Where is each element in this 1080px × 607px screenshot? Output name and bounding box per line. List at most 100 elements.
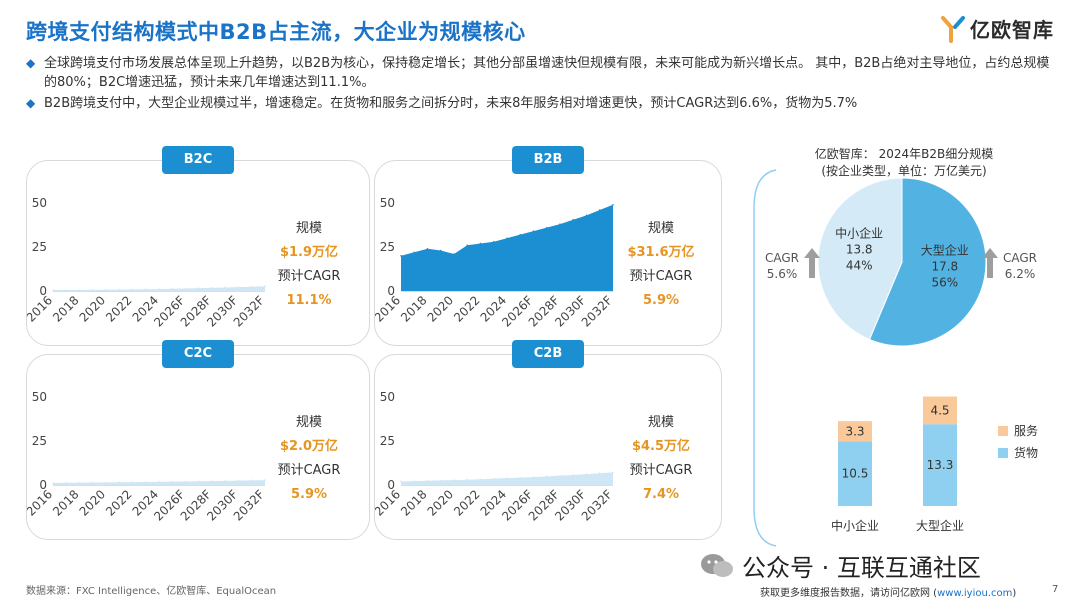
bar-value-label: 4.5 (930, 403, 949, 417)
data-point (184, 287, 187, 290)
c2c-area-chart: 02550201620182020202220242026F2028F2030F… (27, 390, 267, 524)
pie-subtitle-line: (按企业类型，单位：万亿美元) (821, 164, 987, 178)
more-reports-note: 获取更多维度报告数据，请访问亿欧网 (www.iyiou.com) (760, 584, 1016, 599)
x-tick-label: 2018 (398, 293, 429, 324)
bar-category-label: 大型企业 (916, 518, 964, 533)
data-point (211, 480, 213, 482)
y-tick-label: 25 (32, 240, 47, 254)
data-point (453, 479, 455, 481)
pie-slice-label: 13.8 (846, 242, 873, 256)
chart-metrics: 规模 $2.0万亿 预计CAGR 5.9% (249, 411, 369, 507)
x-tick-label: 2022 (103, 487, 134, 518)
legend-item: 服务 (998, 420, 1038, 442)
data-point (78, 481, 81, 484)
data-point (453, 253, 455, 255)
data-point (144, 288, 147, 291)
website-link[interactable]: www.iyiou.com (937, 588, 1013, 599)
pie-slice (817, 177, 903, 341)
up-arrow-icon (804, 248, 820, 278)
x-tick-label: 2018 (50, 293, 81, 324)
scale-label: 规模 (295, 415, 322, 430)
bar-segment (838, 441, 872, 506)
cagr-value: 5.9% (642, 293, 680, 308)
data-point (105, 288, 107, 291)
y-tick-label: 25 (380, 434, 395, 448)
b2c-area-chart: 02550201620182020202220242026F2028F2030F… (27, 196, 267, 330)
scale-value: $1.9万亿 (279, 245, 339, 260)
logo-mark-icon (941, 15, 965, 43)
bar-value-label: 3.3 (845, 424, 864, 438)
bar-segment (923, 396, 957, 425)
x-tick-label: 2020 (77, 487, 108, 518)
pie-slice-label: 56% (931, 276, 958, 290)
legend-label: 货物 (1014, 446, 1039, 460)
data-point (250, 479, 253, 482)
c2b-area-chart: 02550201620182020202220242026F2028F2030F… (375, 390, 615, 524)
pie-slice-label: 44% (846, 258, 873, 272)
bar-category-label: 中小企业 (831, 518, 879, 533)
scale-value: $4.5万亿 (631, 439, 691, 454)
pie-slice (868, 177, 987, 347)
chart-badge: C2C (162, 340, 234, 368)
data-point (171, 288, 174, 290)
section-divider (753, 169, 777, 547)
data-point (479, 242, 482, 245)
data-point (545, 226, 548, 229)
data-point (598, 472, 601, 475)
y-tick-label: 50 (380, 390, 395, 404)
data-point (426, 479, 429, 482)
data-point (197, 287, 200, 289)
data-point (264, 479, 266, 481)
data-point (131, 288, 134, 291)
data-point (171, 480, 174, 483)
bullet-text: B2B跨境支付中，大型企业规模过半，增速稳定。在货物和服务之间拆分时，未来8年服… (44, 96, 858, 111)
scale-label: 规模 (295, 221, 322, 236)
data-point (466, 478, 469, 481)
data-point (78, 289, 81, 291)
x-tick-label: 2016 (375, 487, 403, 518)
wechat-icon (701, 553, 733, 577)
data-point (466, 244, 469, 247)
data-point (400, 255, 402, 257)
cagr-label: 预计CAGR (629, 463, 693, 478)
data-source: 数据来源：FXC Intelligence、亿欧智库、EqualOcean (26, 586, 277, 597)
data-point (519, 476, 522, 479)
x-tick-label: 2022 (451, 487, 482, 518)
y-tick-label: 0 (39, 478, 47, 492)
chart-metrics: 规模 $4.5万亿 预计CAGR 7.4% (601, 411, 721, 507)
bullet-item: ◆ 全球跨境支付市场发展总体呈现上升趋势，以B2B为核心，保持稳定增长；其他分部… (26, 54, 1056, 92)
y-tick-label: 50 (32, 196, 47, 210)
data-point (118, 288, 121, 291)
x-tick-label: 2016 (27, 293, 55, 324)
data-point (91, 289, 94, 291)
data-point (559, 223, 561, 225)
wechat-account-name: 公众号 · 互联互通社区 (742, 554, 981, 582)
chart-badge: B2C (162, 146, 234, 174)
wechat-watermark: 公众号 · 互联互通社区 (700, 548, 981, 583)
data-point (519, 233, 522, 236)
x-tick-label: 2018 (50, 487, 81, 518)
logo: 亿欧智库 (940, 14, 1054, 43)
data-point (413, 480, 416, 482)
legend-swatch-services (998, 426, 1008, 436)
bullet-item: ◆ B2B跨境支付中，大型企业规模过半，增速稳定。在货物和服务之间拆分时，未来8… (26, 94, 1056, 113)
diamond-bullet-icon: ◆ (26, 96, 36, 110)
page-number: 7 (1052, 584, 1059, 595)
data-point (506, 477, 508, 479)
b2c-chart-card: B2C 0 25 50 2016 2018 2020 2022 2024 2026F 2028F 2… (26, 146, 370, 346)
data-point (52, 482, 54, 484)
x-tick-label: 2016 (27, 487, 55, 518)
more-reports-end: ) (1012, 588, 1017, 599)
data-point (264, 285, 266, 288)
large-cagr: CAGR 6.2% (1000, 250, 1040, 282)
large-cagr-value: 6.2% (1004, 267, 1036, 281)
cagr-value: 11.1% (286, 293, 332, 308)
scale-value: $2.0万亿 (279, 439, 339, 454)
x-tick-label: 2022 (103, 293, 134, 324)
cagr-value: 7.4% (642, 487, 680, 502)
cagr-label: CAGR (1002, 251, 1037, 265)
data-point (572, 218, 575, 221)
c2c-chart-card: C2C 0 25 50 2016 2018 2020 2022 2024 2026F 2028F 2… (26, 340, 370, 540)
cagr-label: 预计CAGR (277, 463, 341, 478)
y-tick-label: 25 (380, 240, 395, 254)
